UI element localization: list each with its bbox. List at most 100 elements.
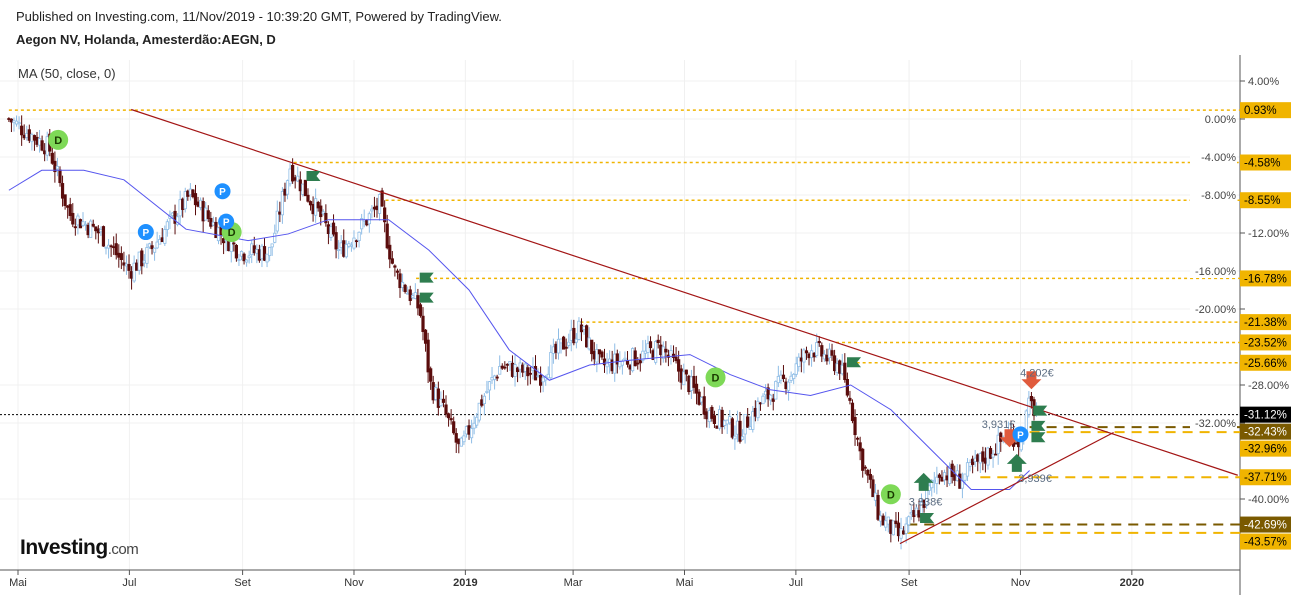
candle-up — [296, 175, 300, 182]
candle-down — [579, 324, 584, 333]
candle-down — [539, 374, 543, 386]
candle-down — [746, 416, 750, 428]
candle-up — [748, 426, 752, 430]
candle-up — [145, 247, 149, 264]
candle-down — [96, 228, 100, 234]
candle-down — [421, 315, 425, 332]
level-badge-bg — [1240, 334, 1291, 351]
candle-down — [697, 391, 701, 405]
candle-up — [81, 221, 85, 226]
candle-up — [797, 356, 801, 367]
candle-down — [830, 350, 834, 356]
indicator-label: MA (50, close, 0) — [18, 66, 116, 81]
candle-down — [234, 244, 238, 259]
candle-up — [260, 245, 264, 260]
candle-up — [211, 221, 215, 226]
candle-up — [968, 462, 972, 467]
split-label: P — [142, 228, 149, 239]
price-annotation: 4,202€ — [1020, 367, 1054, 379]
x-tick-label: Jul — [789, 577, 803, 589]
candle-down — [457, 438, 461, 445]
candle-up — [899, 528, 903, 539]
candle-down — [515, 367, 520, 373]
candle-down — [35, 136, 39, 145]
candle-up — [582, 326, 586, 330]
candle-up — [809, 350, 814, 358]
flag-icon — [306, 171, 321, 181]
candle-down — [495, 376, 499, 379]
candle-down — [866, 469, 870, 476]
flag-icon — [1031, 432, 1046, 443]
candle-down — [807, 353, 811, 359]
candle-down — [679, 368, 683, 383]
candle-down — [799, 357, 803, 362]
candle-down — [112, 246, 116, 249]
candle-down — [354, 240, 359, 243]
candle-down — [820, 345, 824, 357]
candle-up — [280, 191, 285, 216]
trendline — [131, 108, 1238, 476]
dividend-label: D — [712, 372, 720, 384]
candle-down — [209, 218, 213, 227]
candle-down — [940, 476, 944, 482]
candle-down — [705, 411, 709, 420]
candle-down — [262, 246, 267, 261]
candle-down — [385, 223, 389, 249]
flag-icon — [419, 292, 434, 303]
candle-up — [551, 346, 555, 354]
level-badge-bg — [1240, 423, 1291, 440]
candle-down — [753, 407, 757, 417]
candle-up — [413, 292, 417, 299]
candle-up — [275, 210, 279, 232]
candle-up — [914, 507, 918, 516]
split-icon — [137, 224, 154, 241]
candle-up — [137, 251, 141, 271]
flag-icon — [920, 513, 935, 523]
candle-down — [140, 250, 144, 267]
candle-down — [393, 265, 397, 268]
candle-up — [559, 338, 563, 344]
candle-up — [188, 188, 192, 195]
y-tick-label: -28.00% — [1248, 380, 1289, 392]
candle-down — [981, 451, 985, 462]
candle-down — [894, 520, 898, 525]
candle-up — [776, 376, 780, 384]
symbol-title: Aegon NV, Holanda, Amesterdão:AEGN, D — [16, 32, 276, 47]
candle-up — [178, 199, 182, 217]
candle-up — [12, 120, 16, 124]
candle-up — [106, 244, 111, 249]
candle-up — [623, 357, 627, 361]
candle-down — [334, 232, 338, 250]
candle-down — [403, 284, 407, 293]
candle-down — [117, 252, 121, 258]
candle-down — [500, 365, 504, 369]
candle-up — [321, 211, 325, 215]
flag-icon — [419, 272, 434, 283]
candle-up — [464, 426, 469, 435]
candle-down — [554, 343, 558, 353]
candle-up — [541, 377, 545, 383]
candle-up — [549, 352, 553, 379]
x-tick-label: Mai — [676, 577, 694, 589]
candle-down — [994, 453, 998, 456]
candle-down — [331, 222, 336, 235]
dividend-icon — [880, 484, 901, 505]
level-badge: -21.38% — [1244, 317, 1287, 329]
candle-up — [439, 398, 443, 407]
candle-up — [513, 364, 517, 377]
flag-icon — [847, 357, 862, 368]
candle-down — [648, 341, 653, 349]
candle-up — [273, 232, 277, 243]
candle-up — [641, 350, 645, 361]
candle-down — [32, 135, 37, 141]
level-badge: -42.69% — [1244, 520, 1287, 532]
candle-down — [446, 413, 451, 419]
candle-down — [902, 530, 906, 535]
candle-down — [127, 264, 131, 271]
candle-up — [879, 515, 883, 522]
split-icon — [1012, 426, 1029, 443]
candle-up — [723, 420, 727, 426]
candle-up — [618, 361, 622, 368]
candle-down — [868, 474, 872, 480]
